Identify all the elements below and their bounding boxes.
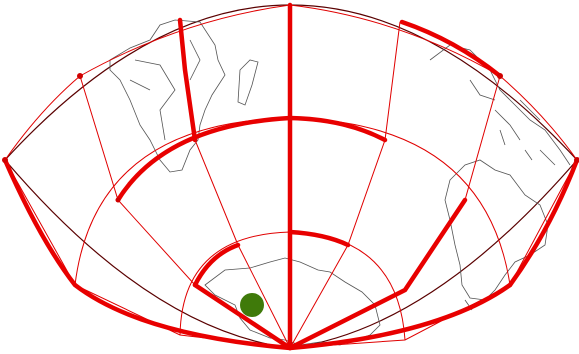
coastline-africa — [109, 19, 226, 173]
coastline-islands — [429, 44, 571, 311]
highlight-line — [2, 157, 513, 351]
highlight-line — [287, 197, 468, 351]
coastline-antarctica — [204, 257, 381, 346]
meridian — [289, 21, 401, 349]
highlight-line — [115, 115, 388, 203]
node — [497, 73, 503, 79]
highlight-line — [192, 282, 293, 351]
node — [2, 157, 8, 163]
location-marker — [240, 293, 264, 317]
highlight-line — [287, 229, 351, 248]
coastline-australia — [444, 159, 549, 301]
node — [115, 197, 121, 203]
node — [574, 157, 579, 163]
coastline-madagascar — [237, 59, 259, 106]
coastlines — [109, 19, 571, 346]
highlight-line — [399, 19, 503, 79]
coastline-inner — [129, 39, 201, 141]
highlight-line — [507, 157, 579, 288]
nodes — [2, 73, 579, 203]
node — [77, 73, 83, 79]
highlight-line — [192, 242, 241, 288]
highlight-line — [177, 17, 198, 143]
